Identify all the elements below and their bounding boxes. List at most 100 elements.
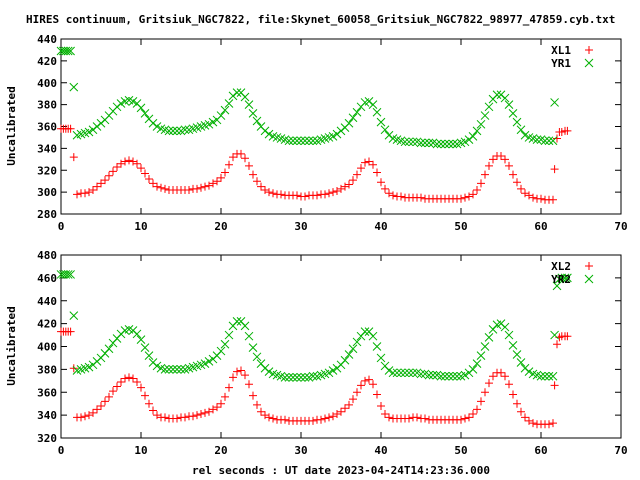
x-tick-label: 0 bbox=[58, 444, 65, 457]
data-point bbox=[348, 113, 358, 123]
data-point bbox=[481, 388, 489, 397]
data-point bbox=[121, 374, 129, 383]
data-point bbox=[141, 391, 149, 400]
data-point bbox=[524, 367, 534, 377]
data-point bbox=[220, 339, 230, 349]
data-point bbox=[300, 136, 310, 146]
data-point bbox=[525, 416, 533, 425]
data-point bbox=[480, 111, 490, 120]
y-tick-label: 480 bbox=[37, 249, 57, 262]
data-point bbox=[66, 270, 75, 279]
data-point bbox=[464, 135, 474, 144]
data-point bbox=[168, 365, 178, 374]
data-point bbox=[101, 397, 109, 406]
data-point bbox=[69, 153, 78, 162]
data-point bbox=[284, 373, 294, 382]
y-tick-label: 380 bbox=[37, 363, 57, 376]
data-point bbox=[264, 367, 274, 377]
data-point bbox=[213, 403, 221, 412]
data-point bbox=[252, 116, 262, 126]
data-point bbox=[264, 129, 274, 139]
data-point bbox=[132, 329, 142, 339]
data-point bbox=[457, 194, 465, 203]
data-point bbox=[352, 107, 362, 117]
x-tick-label: 70 bbox=[614, 220, 627, 233]
data-point bbox=[193, 411, 201, 420]
data-point bbox=[69, 311, 79, 320]
y-tick-label: 320 bbox=[37, 432, 57, 445]
data-point bbox=[512, 117, 522, 127]
x-tick-label: 20 bbox=[214, 444, 227, 457]
data-point bbox=[117, 377, 125, 386]
data-point bbox=[164, 126, 174, 136]
data-point bbox=[504, 330, 514, 340]
data-point bbox=[416, 369, 426, 379]
data-point bbox=[208, 117, 218, 127]
data-point bbox=[241, 154, 249, 163]
data-point bbox=[337, 407, 345, 416]
y-tick-label: 460 bbox=[37, 272, 57, 285]
data-point bbox=[357, 381, 365, 390]
data-point bbox=[161, 184, 169, 193]
data-point bbox=[116, 99, 126, 108]
data-point bbox=[140, 109, 150, 118]
data-point bbox=[544, 136, 554, 146]
data-point bbox=[369, 380, 377, 389]
data-point bbox=[89, 185, 97, 194]
x-tick-label: 70 bbox=[614, 444, 627, 457]
data-point bbox=[385, 413, 393, 422]
data-point bbox=[349, 395, 357, 404]
x-tick-label: 30 bbox=[294, 220, 307, 233]
data-point bbox=[160, 365, 170, 374]
data-point bbox=[424, 370, 434, 380]
data-point bbox=[136, 335, 146, 344]
data-point bbox=[353, 388, 361, 397]
series-yr1 bbox=[56, 46, 559, 149]
data-point bbox=[109, 387, 117, 396]
x-tick-label: 10 bbox=[134, 444, 147, 457]
data-point bbox=[372, 342, 382, 351]
data-point bbox=[550, 165, 559, 174]
data-point bbox=[149, 406, 157, 415]
data-point bbox=[249, 391, 257, 400]
data-point bbox=[349, 176, 357, 185]
data-point bbox=[105, 392, 113, 401]
data-point bbox=[185, 185, 193, 194]
data-point bbox=[521, 189, 529, 198]
data-point bbox=[345, 400, 353, 409]
data-point bbox=[296, 373, 306, 382]
x-tick-label: 10 bbox=[134, 220, 147, 233]
data-point bbox=[365, 157, 373, 166]
data-point bbox=[485, 379, 493, 388]
data-point bbox=[405, 414, 413, 423]
data-point bbox=[63, 270, 73, 279]
x-tick-label: 60 bbox=[534, 220, 547, 233]
data-point bbox=[328, 131, 338, 141]
data-point bbox=[145, 175, 153, 183]
data-point bbox=[232, 316, 242, 326]
data-point bbox=[550, 330, 559, 340]
data-point bbox=[136, 103, 146, 113]
data-point bbox=[88, 125, 98, 135]
data-point bbox=[548, 136, 558, 146]
data-point bbox=[345, 180, 353, 189]
x-tick-label: 0 bbox=[58, 220, 65, 233]
data-point bbox=[125, 373, 133, 382]
data-point bbox=[513, 399, 521, 408]
data-point bbox=[473, 405, 481, 414]
data-point bbox=[404, 368, 414, 378]
data-point bbox=[553, 134, 561, 143]
data-point bbox=[529, 193, 537, 202]
data-point bbox=[550, 381, 559, 390]
data-point bbox=[149, 179, 157, 188]
data-point bbox=[69, 82, 79, 92]
data-point bbox=[321, 190, 329, 199]
data-point bbox=[128, 96, 138, 106]
x-tick-label: 20 bbox=[214, 220, 227, 233]
data-point bbox=[336, 126, 346, 136]
y-tick-label: 400 bbox=[37, 77, 57, 90]
data-point bbox=[257, 182, 265, 191]
data-point bbox=[360, 327, 370, 336]
data-point bbox=[85, 411, 93, 420]
data-point bbox=[489, 372, 497, 381]
